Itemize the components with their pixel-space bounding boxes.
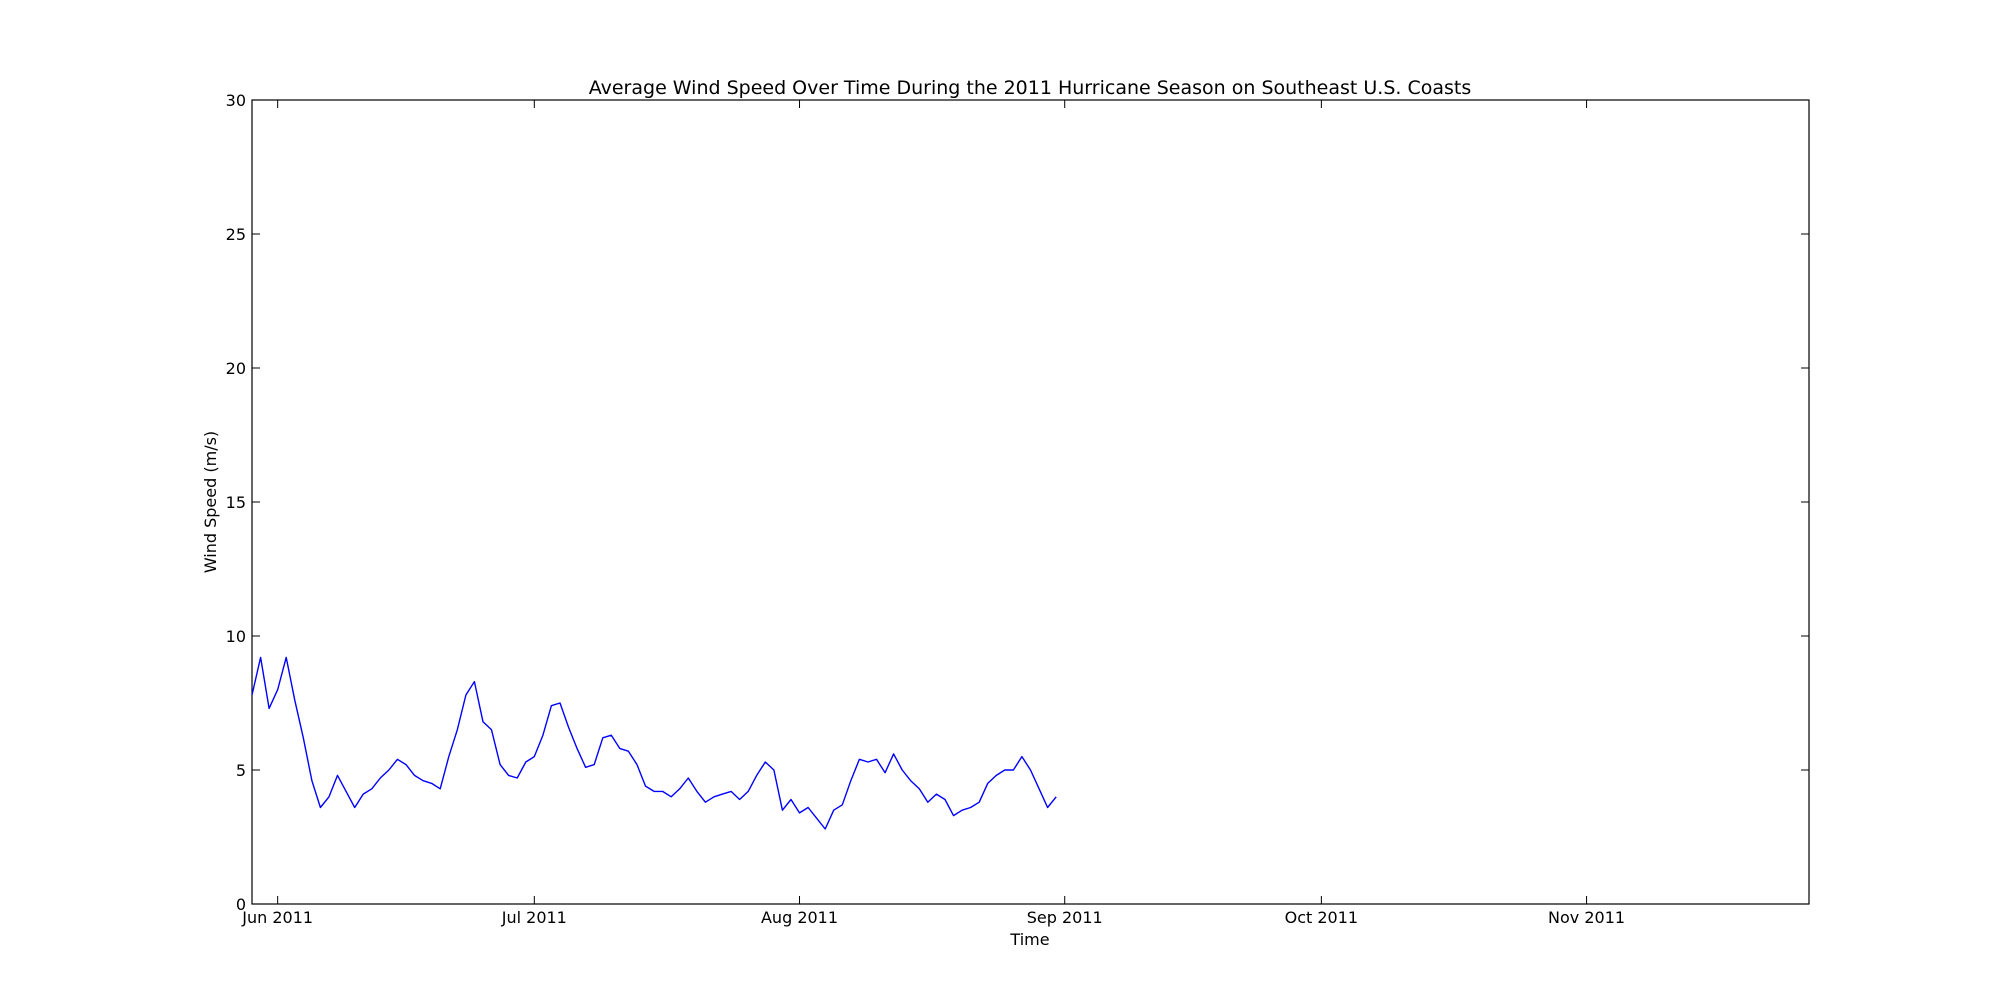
y-tick-label: 10	[226, 627, 246, 646]
y-tick-label: 20	[226, 359, 246, 378]
y-tick-label: 15	[226, 493, 246, 512]
x-axis-label: Time	[1009, 930, 1049, 949]
chart-title: Average Wind Speed Over Time During the …	[589, 77, 1472, 99]
y-tick-label: 30	[226, 91, 246, 110]
y-tick-label: 25	[226, 225, 246, 244]
x-tick-label: Jul 2011	[501, 908, 567, 927]
series-line	[251, 656, 1057, 830]
y-axis: 0 5 10 15 20 25 30	[226, 91, 1809, 914]
x-tick-label: Nov 2011	[1548, 908, 1625, 927]
x-tick-label: Aug 2011	[761, 908, 838, 927]
x-axis: Jun 2011 Jul 2011 Aug 2011 Sep 2011 Oct 2011…	[241, 100, 1625, 927]
x-tick-label: Jun 2011	[241, 908, 313, 927]
y-tick-label: 5	[236, 761, 246, 780]
x-tick-label: Oct 2011	[1285, 908, 1358, 927]
x-tick-label: Sep 2011	[1027, 908, 1103, 927]
y-tick-label: 0	[236, 895, 246, 914]
y-axis-label: Wind Speed (m/s)	[201, 431, 220, 573]
